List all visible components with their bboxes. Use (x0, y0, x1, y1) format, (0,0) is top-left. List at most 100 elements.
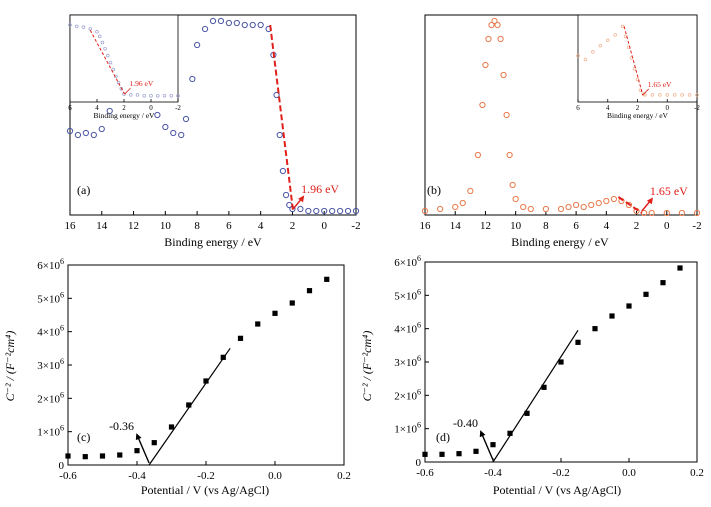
panel-d-data-point (541, 384, 547, 390)
panel-d-data-point (643, 291, 649, 297)
panel-a-inset-annotation-label: 1.96 eV (130, 79, 154, 88)
panel-a-frame (69, 14, 357, 216)
panel-c-data-point (289, 300, 295, 306)
panel-a-data-point (90, 131, 97, 139)
panel-d-data-point (609, 313, 615, 319)
panel-a-data-point (313, 207, 320, 215)
panel-a-data-point (344, 207, 352, 215)
panel-b-data-point (580, 203, 587, 211)
panel-d-fit-line (492, 330, 579, 463)
panel-b-inset-data-point (591, 50, 595, 54)
panel-a-data-point (106, 107, 113, 115)
panel-b-x-tick-label: 0 (664, 220, 670, 232)
panel-d-data-point (575, 339, 581, 345)
panel-a-inset-data-point (103, 46, 107, 51)
panel-b-data-point (512, 195, 519, 203)
panel-a-data-point (217, 17, 225, 25)
panel-a-x-tick-label: 4 (258, 220, 264, 232)
panel-d-y-tick-label: 5×106 (394, 287, 421, 302)
panel-a-data-point (297, 205, 304, 213)
panel-a-x-tick-label: 10 (160, 220, 172, 232)
panel-a-data-point (273, 91, 280, 99)
panel-b-data-point (482, 61, 489, 69)
panel-c-annotation-arrowhead (135, 433, 142, 441)
panel-c-y-tick-label: 6×106 (37, 257, 64, 272)
panel-c-y-tick-label: 1×106 (37, 424, 64, 439)
panel-c-data-point (324, 276, 330, 282)
panel-b-inset-x-tick-label: 6 (576, 104, 580, 112)
panel-b-data-point (437, 205, 444, 213)
panel-a-data-point (98, 125, 105, 133)
panel-b-frame (424, 14, 698, 216)
panel-b-data-point (500, 71, 507, 79)
panel-b-x-tick-label: 2 (634, 220, 640, 232)
panel-a-x-tick-label: 14 (96, 220, 108, 232)
panel-b-data-point (509, 181, 516, 189)
panel-d-data-point (524, 410, 530, 416)
panel-b-data-point (573, 201, 580, 209)
panel-d-annotation-label: -0.40 (453, 416, 478, 430)
panel-b-x-tick-label: 14 (450, 220, 462, 232)
panel-a-data-point (74, 131, 82, 139)
panel-c-xlabel: Potential / V (vs Ag/AgCl) (141, 483, 269, 497)
panel-a-data-point (178, 131, 185, 139)
panel-a-fit-line (269, 24, 295, 212)
panel-a-data-point (276, 131, 283, 139)
panel-c: -0.6 -0.4 -0.2 0.0 0.2 0 1×106 2×106 3×106 4×106 5… (3, 257, 351, 497)
panel-b-data-point (479, 101, 486, 109)
panel-b-inset-data-point (620, 24, 625, 29)
panel-a-data-point (352, 207, 360, 215)
panel-a-inset-x-tick-label: 6 (68, 104, 72, 112)
panel-b-data-point (663, 209, 670, 217)
panel-c-x-tick-label: -0.2 (197, 470, 214, 482)
panel-a-data-point (329, 207, 336, 215)
panel-b-inset-data-point (605, 38, 610, 42)
panel-d-x-tick-label: 0.0 (622, 467, 636, 479)
panel-a-inset-x-tick-label: 2 (122, 104, 126, 112)
panel-d-y-tick-label: 6×106 (394, 254, 421, 269)
panel-b-inset-data-point (576, 53, 580, 58)
panel-c-y-tick-label: 0 (59, 460, 65, 472)
panel-b-data-point (488, 21, 495, 29)
panel-a-plot: 16 14 12 10 8 6 4 2 0 -2 1.96 eV 6 4 2 0 -2 Binding ener… (65, 14, 361, 232)
panel-c-data-point (117, 452, 123, 458)
panel-d-data-point (473, 448, 479, 454)
panel-a-data-point (154, 111, 161, 119)
panel-a-inset-data-point (95, 30, 99, 34)
panel-b-x-tick-label: 8 (543, 220, 549, 232)
panel-d-y-tick-label: 0 (416, 457, 422, 469)
panel-b-inset-data-point (672, 93, 677, 97)
panel-b-inset-x-tick-label: 2 (636, 104, 640, 112)
panel-c-x-tick-label: 0.2 (337, 470, 351, 482)
panel-b-inset-data-point (650, 93, 655, 97)
panel-a-data-point (249, 21, 256, 29)
panel-a-x-tick-label: 6 (226, 220, 232, 232)
panel-a-inset-data-point (162, 93, 167, 98)
panel-a-data-point (201, 25, 209, 33)
panel-b-x-tick-label: 16 (420, 220, 432, 232)
panel-d: -0.6 -0.4 -0.2 0.0 0.2 0 1×106 2×106 3×106 4×106 5… (360, 254, 704, 497)
panel-d-ylabel: C⁻² / (F⁻²cm⁴) (360, 331, 374, 402)
panel-b-inset-data-point (598, 43, 603, 48)
panel-d-annotation-arrowhead (479, 430, 486, 438)
panel-b-inset-data-point (695, 93, 699, 97)
panel-a-data-point (66, 127, 74, 135)
panel-c-data-point (255, 321, 261, 327)
panel-a-data-point (337, 207, 344, 215)
panel-a-label: (a) (77, 183, 90, 197)
panel-b-data-point (603, 197, 610, 205)
panel-d-y-tick-label: 3×106 (394, 354, 421, 369)
panel-a-annotation-label: 1.96 eV (301, 182, 339, 196)
panel-b-data-point (527, 205, 534, 213)
panel-d-x-tick-label: -0.4 (484, 467, 502, 479)
panel-a-data-point (194, 41, 201, 49)
panel-b-data-point (610, 195, 617, 203)
panel-a-data-point (170, 129, 177, 137)
panel-b-inset-data-point (665, 93, 669, 97)
panel-b-inset-x-tick-label: 0 (666, 104, 670, 112)
panel-d-y-tick-label: 4×106 (394, 321, 421, 336)
panel-a-inset-frame (69, 14, 179, 103)
panel-b-inset-data-point (658, 93, 662, 97)
panel-b-inset-data-point (613, 33, 617, 37)
panel-d-x-tick-label: 0.2 (690, 467, 704, 479)
